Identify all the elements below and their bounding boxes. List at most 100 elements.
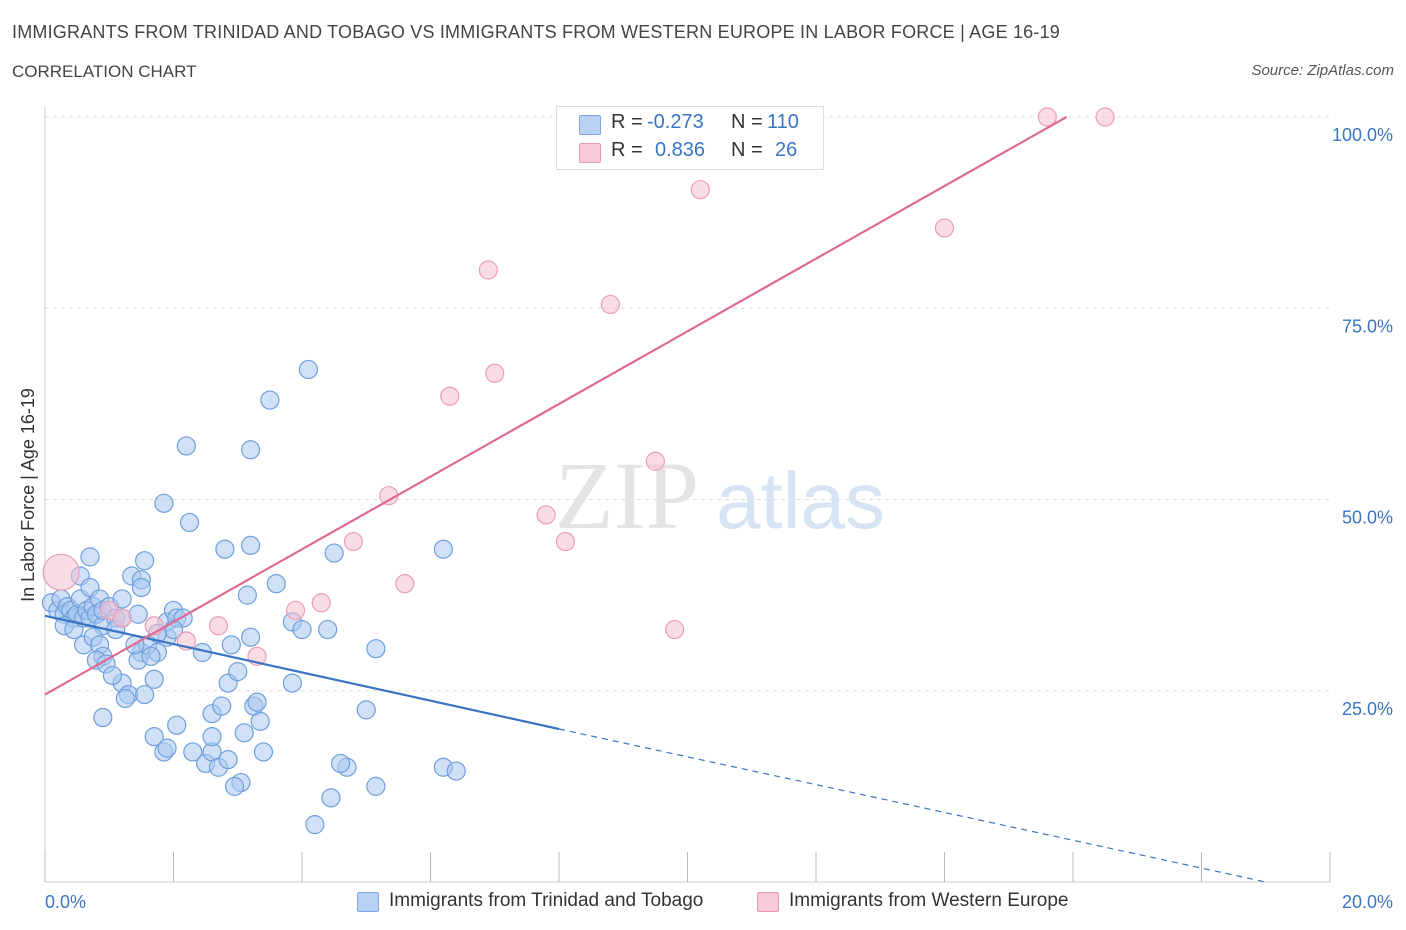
legend-r-value: 0.836: [655, 139, 706, 161]
point-trinidad: [366, 776, 386, 796]
point-trinidad: [144, 669, 164, 689]
point-trinidad: [212, 696, 232, 716]
point-trinidad: [260, 390, 280, 410]
point-western-europe: [1037, 107, 1057, 127]
point-trinidad: [102, 665, 123, 686]
y-tick-label: 50.0%: [1342, 508, 1393, 528]
point-trinidad: [282, 673, 302, 693]
trend-line-trinidad-extension: [558, 728, 1266, 883]
legend-swatch-pink: [579, 143, 601, 163]
legend-n-label: N =: [731, 111, 763, 133]
legend-swatch-pink: [757, 892, 779, 912]
grid-lines: [45, 116, 1330, 692]
point-western-europe: [555, 531, 576, 552]
point-trinidad: [134, 684, 155, 705]
x-tick-label: 20.0%: [1342, 892, 1393, 912]
point-trinidad: [157, 738, 177, 758]
point-trinidad: [298, 359, 319, 380]
legend-swatch-blue: [357, 892, 379, 912]
watermark-atlas: atlas: [716, 456, 885, 545]
point-trinidad: [141, 646, 161, 666]
point-trinidad: [330, 753, 351, 774]
point-western-europe: [1095, 107, 1115, 127]
point-western-europe: [934, 218, 955, 238]
chart-title: IMMIGRANTS FROM TRINIDAD AND TOBAGO VS I…: [12, 22, 1061, 42]
watermark-zip: ZIP: [555, 442, 699, 549]
axes: [44, 107, 1331, 883]
x-tick-label: 0.0%: [45, 892, 86, 912]
point-western-europe: [440, 386, 460, 406]
point-trinidad: [224, 776, 245, 796]
point-trinidad: [183, 742, 203, 762]
correlation-legend: R = -0.273 N = 110 R = 0.836 N = 26: [556, 106, 824, 170]
point-trinidad: [176, 436, 196, 456]
point-trinidad: [241, 535, 261, 556]
legend-r-label: R =: [611, 111, 643, 133]
point-trinidad: [221, 635, 241, 655]
point-trinidad: [93, 707, 113, 728]
tick-labels: 25.0% 50.0% 75.0% 100.0% 0.0% 20.0%: [45, 125, 1393, 912]
point-western-europe: [485, 363, 505, 383]
legend-n-label: N =: [731, 139, 763, 161]
point-trinidad: [128, 604, 148, 624]
legend-n-value: 26: [775, 139, 798, 161]
legend-r-value: -0.273: [647, 111, 704, 133]
point-western-europe: [395, 574, 415, 594]
point-western-europe: [645, 451, 665, 471]
point-trinidad: [234, 723, 254, 743]
y-tick-label: 75.0%: [1342, 316, 1393, 336]
legend-r-label: R =: [611, 139, 643, 161]
point-trinidad: [318, 619, 338, 640]
y-axis-label: In Labor Force | Age 16-19: [18, 388, 38, 602]
point-trinidad: [237, 585, 257, 605]
point-trinidad: [228, 662, 248, 682]
point-western-europe: [285, 600, 306, 621]
point-western-europe: [690, 180, 710, 200]
point-trinidad: [292, 619, 312, 640]
point-trinidad: [167, 715, 187, 735]
point-trinidad: [356, 700, 376, 720]
point-western-europe: [112, 608, 132, 628]
point-trinidad: [241, 627, 261, 647]
point-trinidad: [80, 547, 100, 567]
point-trinidad: [324, 543, 344, 563]
point-trinidad: [433, 539, 453, 559]
point-trinidad: [241, 440, 261, 460]
point-western-europe: [311, 593, 331, 613]
point-trinidad: [112, 589, 132, 609]
point-western-europe: [600, 294, 621, 315]
point-western-europe: [208, 616, 229, 636]
trend-lines: [44, 116, 1266, 883]
point-trinidad: [154, 493, 174, 513]
point-trinidad: [131, 577, 151, 598]
point-western-europe: [478, 260, 498, 280]
point-trinidad: [446, 761, 466, 781]
point-trinidad: [247, 692, 267, 712]
point-western-europe: [343, 531, 363, 552]
legend-n-value: 110: [767, 111, 799, 133]
source-label: Source: ZipAtlas.com: [1251, 62, 1394, 79]
point-trinidad: [253, 742, 274, 762]
y-tick-label: 25.0%: [1342, 699, 1393, 719]
point-trinidad: [144, 727, 164, 747]
trend-line-western-europe: [44, 116, 1068, 696]
trend-line-trinidad: [44, 614, 560, 731]
point-trinidad: [202, 727, 222, 747]
point-trinidad: [321, 788, 341, 808]
point-western-europe: [42, 553, 80, 591]
point-western-europe: [536, 505, 556, 525]
y-tick-label: 100.0%: [1332, 125, 1393, 145]
point-trinidad: [115, 688, 135, 709]
chart-subtitle: CORRELATION CHART: [12, 62, 197, 81]
point-trinidad: [266, 574, 286, 594]
point-trinidad: [134, 551, 155, 571]
point-western-europe: [665, 619, 685, 640]
legend-label-trinidad: Immigrants from Trinidad and Tobago: [389, 890, 704, 911]
point-trinidad: [366, 639, 386, 659]
legend-label-western-europe: Immigrants from Western Europe: [789, 890, 1069, 911]
point-trinidad: [215, 539, 235, 559]
point-trinidad: [305, 815, 325, 835]
point-trinidad: [179, 512, 200, 533]
point-trinidad: [250, 711, 270, 731]
legend-swatch-blue: [579, 115, 601, 135]
